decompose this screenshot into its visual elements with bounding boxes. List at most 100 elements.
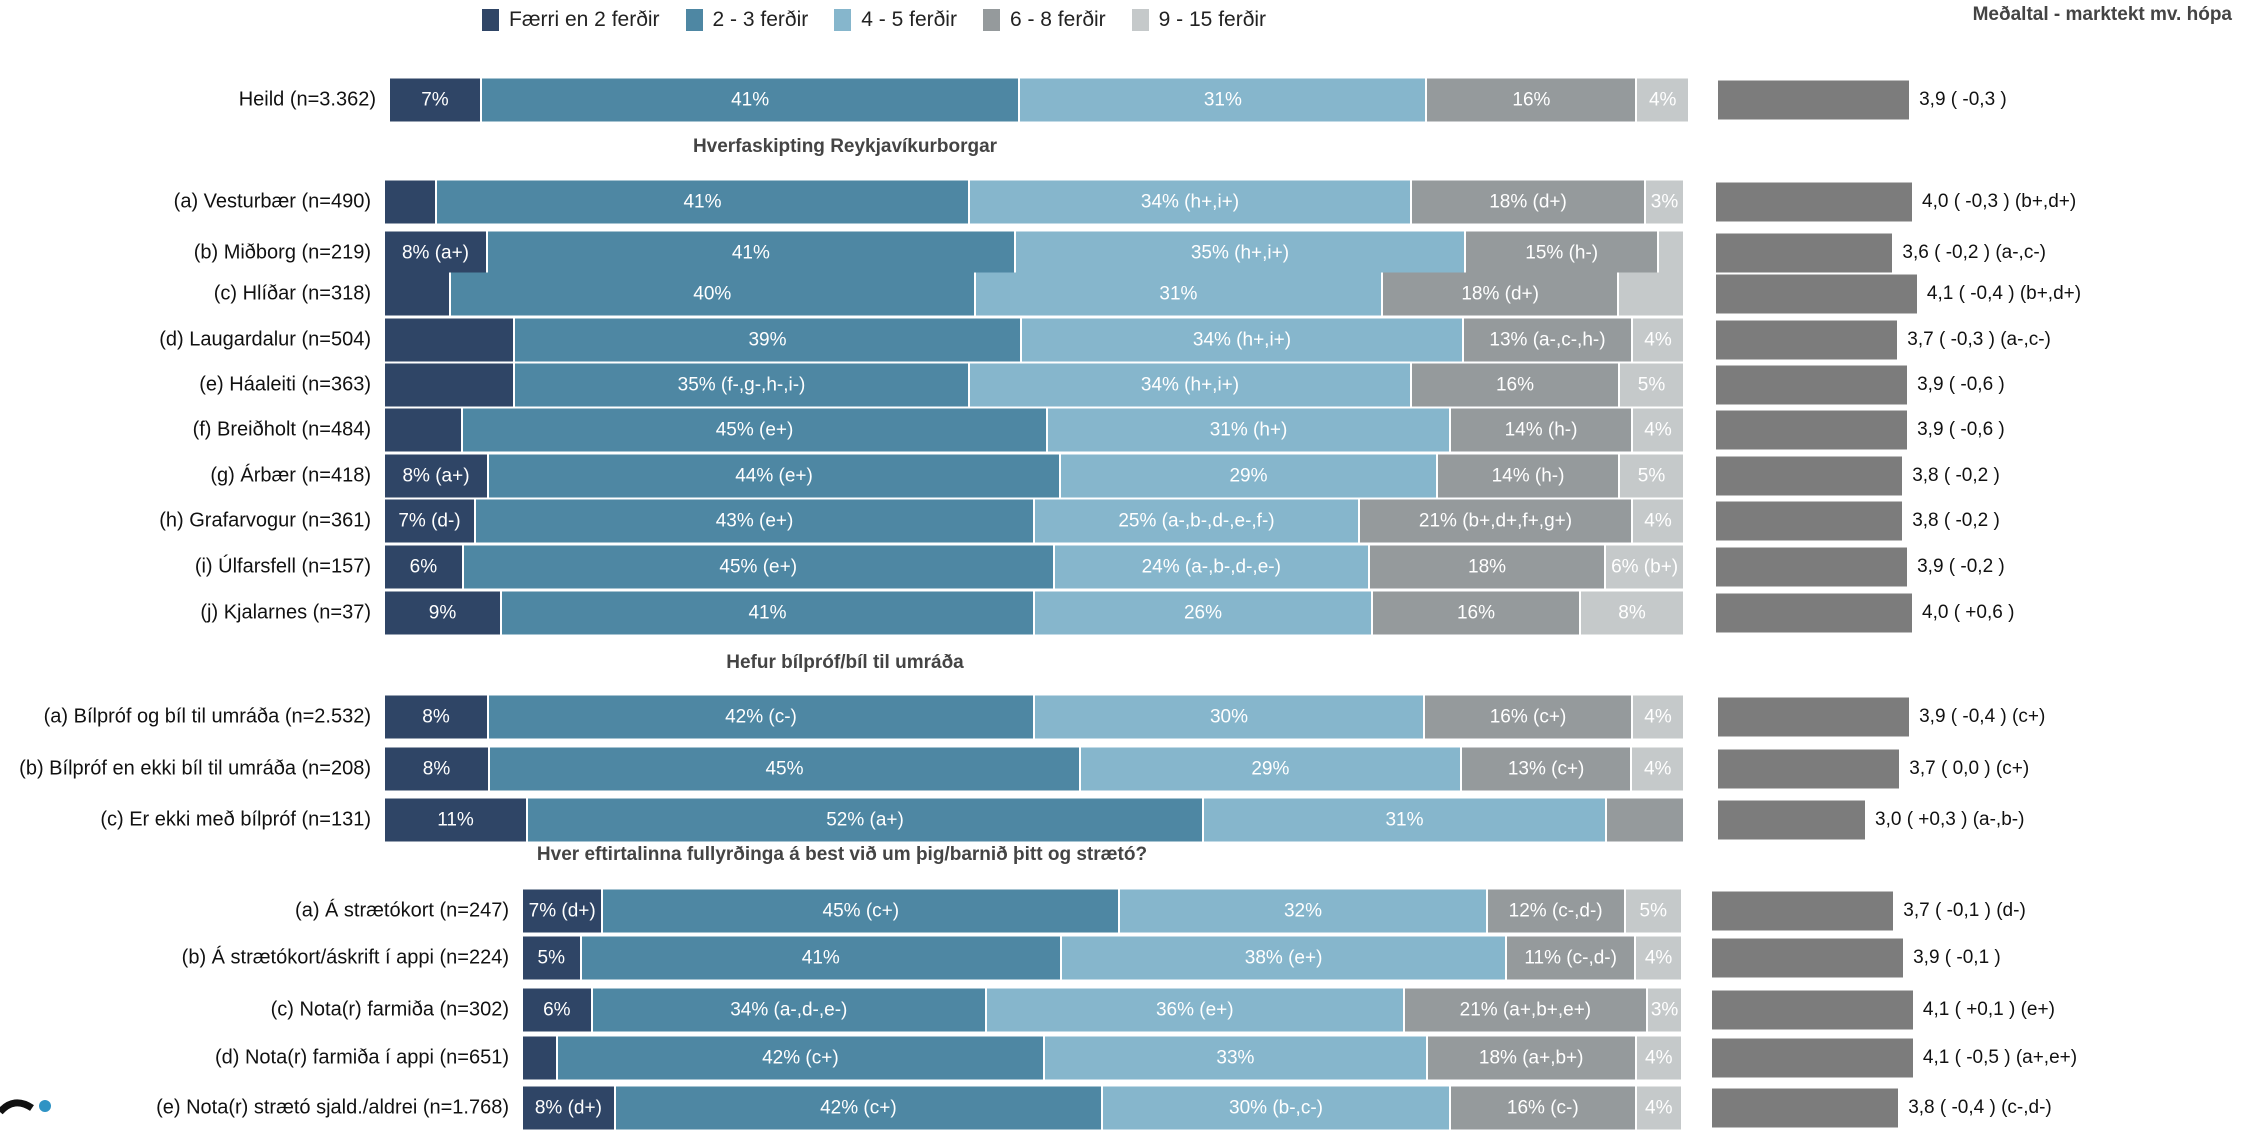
average-label-3-4: 3,8 ( -0,4 ) (c-,d-) bbox=[1908, 1097, 2052, 1118]
bar-segment-1-9-1: 41% bbox=[502, 591, 1035, 635]
average-bar-3-1 bbox=[1712, 938, 1904, 978]
bar-segment-2-0-4: 4% bbox=[1633, 695, 1685, 739]
average-label-3-2: 4,1 ( +0,1 ) (e+) bbox=[1922, 999, 2055, 1020]
bar-segment-1-5-0 bbox=[385, 408, 463, 452]
bar-segment-0-0-2: 31% bbox=[1020, 78, 1428, 122]
bar-segment-3-3-3: 18% (a+,b+) bbox=[1427, 1036, 1637, 1080]
average-label-3-1: 3,9 ( -0,1 ) bbox=[1913, 947, 2001, 968]
row-label-2-1: (b) Bílpróf en ekki bíl til umráða (n=20… bbox=[19, 757, 371, 780]
bar-segment-2-0-2: 30% bbox=[1035, 695, 1425, 739]
average-label-2-0: 3,9 ( -0,4 ) (c+) bbox=[1919, 706, 2046, 727]
bar-segment-1-3-4: 4% bbox=[1633, 318, 1685, 362]
bar-segment-3-0-1: 45% (c+) bbox=[603, 889, 1121, 933]
average-label-1-6: 3,8 ( -0,2 ) bbox=[1912, 465, 2000, 486]
bar-segment-1-4-0 bbox=[385, 363, 515, 407]
average-bar-1-3 bbox=[1716, 320, 1898, 360]
legend-swatch-0 bbox=[482, 9, 499, 31]
logo-icon bbox=[0, 1099, 51, 1115]
bar-segment-1-7-2: 25% (a-,b-,d-,e-,f-) bbox=[1035, 499, 1360, 543]
row-label-1-9: (j) Kjalarnes (n=37) bbox=[200, 601, 371, 624]
bar-segment-1-7-3: 21% (b+,d+,f+,g+) bbox=[1360, 499, 1633, 543]
average-bar-2-0 bbox=[1718, 697, 1910, 737]
average-label-1-4: 3,9 ( -0,6 ) bbox=[1917, 374, 2005, 395]
average-bar-1-6 bbox=[1716, 456, 1903, 496]
average-bar-3-0 bbox=[1712, 891, 1894, 931]
bar-segment-1-4-1: 35% (f-,g-,h-,i-) bbox=[515, 363, 970, 407]
bar-segment-1-1-1: 41% bbox=[487, 231, 1016, 275]
row-label-1-1: (b) Miðborg (n=219) bbox=[193, 241, 371, 264]
bar-segment-1-1-2: 35% (h+,i+) bbox=[1015, 231, 1467, 275]
row-label-3-3: (d) Nota(r) farmiða í appi (n=651) bbox=[214, 1046, 509, 1069]
bar-segment-2-1-2: 29% bbox=[1080, 747, 1462, 791]
average-label-1-7: 3,8 ( -0,2 ) bbox=[1912, 510, 2000, 531]
section-title-1: Hverfaskipting Reykjavíkurborgar bbox=[692, 136, 998, 157]
bar-segment-1-1-0: 8% (a+) bbox=[385, 231, 488, 275]
average-label-1-0: 4,0 ( -0,3 ) (b+,d+) bbox=[1922, 191, 2077, 212]
bar-segment-1-1-4 bbox=[1659, 231, 1685, 275]
bar-segment-1-8-3: 18% bbox=[1369, 545, 1607, 589]
average-label-0-0: 3,9 ( -0,3 ) bbox=[1919, 89, 2007, 110]
bar-segment-1-3-0 bbox=[385, 318, 515, 362]
legend-item-0: Færri en 2 ferðir bbox=[482, 8, 660, 32]
bar-segment-3-3-1: 42% (c+) bbox=[557, 1036, 1045, 1080]
row-label-3-1: (b) Á strætókort/áskrift í appi (n=224) bbox=[181, 946, 509, 969]
legend-label-4: 9 - 15 ferðir bbox=[1158, 8, 1267, 31]
bar-segment-1-4-4: 5% bbox=[1620, 363, 1685, 407]
bar-segment-3-1-2: 38% (e+) bbox=[1061, 936, 1508, 980]
bar-segment-2-2-2: 31% bbox=[1204, 798, 1607, 842]
legend-label-2: 4 - 5 ferðir bbox=[861, 8, 957, 31]
bar-segment-1-8-0: 6% bbox=[385, 545, 464, 589]
bar-segment-1-0-2: 34% (h+,i+) bbox=[970, 180, 1412, 224]
bar-segment-1-0-3: 18% (d+) bbox=[1412, 180, 1646, 224]
row-label-1-5: (f) Breiðholt (n=484) bbox=[192, 418, 371, 441]
row-label-1-4: (e) Háaleiti (n=363) bbox=[199, 373, 371, 396]
bar-segment-2-2-0: 11% bbox=[385, 798, 528, 842]
bar-segment-1-2-2: 31% bbox=[975, 272, 1383, 316]
legend-item-3: 6 - 8 ferðir bbox=[982, 8, 1106, 32]
bar-segment-1-0-4: 3% bbox=[1646, 180, 1685, 224]
average-bar-1-5 bbox=[1716, 410, 1908, 450]
row-label-0-0: Heild (n=3.362) bbox=[238, 88, 376, 111]
average-label-1-3: 3,7 ( -0,3 ) (a-,c-) bbox=[1907, 329, 2051, 350]
bar-segment-3-4-2: 30% (b-,c-) bbox=[1103, 1086, 1451, 1130]
average-label-1-1: 3,6 ( -0,2 ) (a-,c-) bbox=[1902, 242, 2046, 263]
average-label-3-3: 4,1 ( -0,5 ) (a+,e+) bbox=[1922, 1047, 2078, 1068]
row-label-1-3: (d) Laugardalur (n=504) bbox=[159, 328, 371, 351]
legend-swatch-1 bbox=[685, 9, 703, 31]
bar-segment-1-8-4: 6% (b+) bbox=[1606, 545, 1685, 589]
bar-segment-0-0-0: 7% bbox=[390, 78, 482, 122]
bar-segment-1-8-1: 45% (e+) bbox=[463, 545, 1055, 589]
legend-item-2: 4 - 5 ferðir bbox=[834, 8, 957, 32]
average-label-1-8: 3,9 ( -0,2 ) bbox=[1917, 556, 2005, 577]
bar-segment-1-3-3: 13% (a-,c-,h-) bbox=[1464, 318, 1633, 362]
bar-segment-2-2-1: 52% (a+) bbox=[528, 798, 1204, 842]
average-bar-1-4 bbox=[1716, 365, 1908, 405]
bar-segment-2-1-4: 4% bbox=[1632, 747, 1685, 791]
bar-segment-3-0-4: 5% bbox=[1625, 889, 1683, 933]
legend-swatch-2 bbox=[834, 9, 852, 31]
bar-segment-1-6-3: 14% (h-) bbox=[1438, 454, 1620, 498]
section-title-2: Hefur bílpróf/bíl til umráða bbox=[726, 652, 964, 673]
row-label-1-6: (g) Árbær (n=418) bbox=[210, 464, 371, 487]
average-bar-3-3 bbox=[1712, 1038, 1913, 1078]
average-label-1-2: 4,1 ( -0,4 ) (b+,d+) bbox=[1926, 283, 2082, 304]
bar-segment-3-3-0 bbox=[523, 1036, 558, 1080]
legend-swatch-3 bbox=[982, 9, 1000, 31]
bar-segment-1-4-3: 16% bbox=[1412, 363, 1620, 407]
legend-swatch-4 bbox=[1131, 9, 1149, 31]
average-bar-3-4 bbox=[1712, 1088, 1899, 1128]
bar-segment-1-2-1: 40% bbox=[450, 272, 976, 316]
bar-segment-1-3-2: 34% (h+,i+) bbox=[1022, 318, 1464, 362]
bar-segment-3-1-4: 4% bbox=[1636, 936, 1683, 980]
bar-segment-3-0-2: 32% bbox=[1120, 889, 1488, 933]
average-bar-1-1 bbox=[1716, 233, 1893, 273]
average-bar-2-2 bbox=[1718, 800, 1865, 840]
bar-segment-3-0-0: 7% (d+) bbox=[523, 889, 604, 933]
bar-segment-3-1-0: 5% bbox=[523, 936, 582, 980]
row-label-1-8: (i) Úlfarsfell (n=157) bbox=[194, 555, 371, 578]
average-title: Meðaltal - marktekt mv. hópa bbox=[1972, 4, 2232, 25]
bar-segment-1-6-1: 44% (e+) bbox=[489, 454, 1061, 498]
bar-segment-3-2-1: 34% (a-,d-,e-) bbox=[592, 988, 987, 1032]
bar-segment-1-6-4: 5% bbox=[1620, 454, 1685, 498]
bar-segment-1-2-0 bbox=[385, 272, 451, 316]
